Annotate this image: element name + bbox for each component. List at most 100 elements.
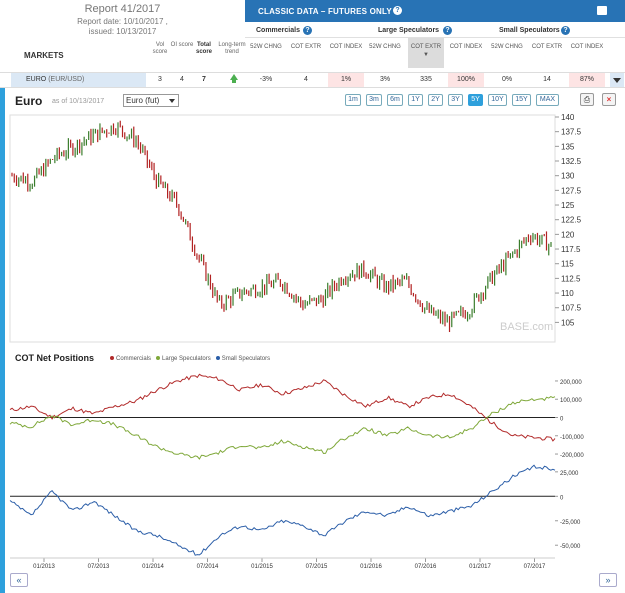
range-button-2y[interactable]: 2Y — [428, 94, 443, 106]
subhead-cot-extr-sorted[interactable]: COT EXTR ▼ — [408, 38, 444, 68]
cot-tick-label: -50,000 — [560, 544, 581, 550]
range-button-6m[interactable]: 6m — [387, 94, 403, 106]
price-tick-label: 127.5 — [561, 186, 582, 195]
subhead-52w-chng[interactable]: 52W CHNG — [491, 44, 523, 50]
small-extr: 14 — [543, 76, 551, 83]
total-score: 7 — [202, 76, 206, 83]
market-symbol: EURO — [26, 76, 47, 83]
help-icon[interactable]: ? — [443, 26, 452, 35]
range-button-5y[interactable]: 5Y — [468, 94, 483, 106]
price-tick-label: 107.5 — [561, 304, 582, 313]
cot-tick-label: 25,000 — [560, 471, 579, 477]
next-button[interactable]: » — [599, 573, 617, 587]
sort-down-icon: ▼ — [423, 52, 429, 58]
help-icon[interactable]: ? — [393, 6, 402, 15]
legend-small-speculators: Small Speculators — [221, 356, 271, 362]
comm-index: 1% — [328, 73, 364, 87]
range-button-15y[interactable]: 15Y — [512, 94, 531, 106]
range-button-10y[interactable]: 10Y — [488, 94, 507, 106]
small-index: 87% — [569, 73, 605, 87]
close-icon[interactable]: × — [602, 93, 616, 106]
trend-header: Long-term trend — [218, 42, 246, 55]
x-tick-label: 07/2013 — [88, 564, 110, 570]
range-button-3m[interactable]: 3m — [366, 94, 382, 106]
legend-swatch-large — [156, 356, 161, 360]
print-icon[interactable] — [597, 6, 607, 15]
legend-swatch-small — [215, 356, 220, 360]
cot-tick-label: 200,000 — [560, 380, 582, 386]
group-commercials: Commercials — [256, 27, 300, 34]
subhead-52w-chng[interactable]: 52W CHNG — [250, 44, 282, 50]
large-extr: 335 — [420, 76, 432, 83]
comm-chng: -3% — [259, 76, 273, 83]
market-cell[interactable] — [11, 73, 146, 87]
cot-tick-label: 0 — [560, 417, 564, 423]
chart-title: Euro — [15, 94, 43, 108]
range-button-1m[interactable]: 1m — [345, 94, 361, 106]
help-icon[interactable]: ? — [303, 26, 312, 35]
price-tick-label: 120 — [561, 230, 575, 239]
help-icon[interactable]: ? — [561, 26, 570, 35]
x-tick-label: 01/2013 — [33, 564, 55, 570]
expand-row-button[interactable] — [610, 73, 624, 87]
selection-bar — [0, 88, 5, 593]
price-tick-label: 137.5 — [561, 128, 582, 137]
price-tick-label: 117.5 — [561, 245, 581, 254]
x-tick-label: 07/2015 — [306, 564, 328, 570]
report-date: Report date: 10/10/2017 , issued: 10/13/… — [0, 17, 245, 37]
as-of-date: as of 10/13/2017 — [52, 98, 105, 105]
vol-score-header: Vol score — [152, 42, 168, 55]
trend-up-icon-stem — [232, 79, 236, 83]
comm-extr: 4 — [304, 76, 308, 83]
classic-data-bar — [245, 0, 625, 22]
x-tick-label: 01/2016 — [360, 564, 382, 570]
cot-tick-label: -100,000 — [560, 435, 584, 441]
total-score-header: Total score — [195, 42, 212, 55]
subhead-cot-extr[interactable]: COT EXTR — [290, 44, 322, 50]
legend-large-speculators: Large Speculators — [162, 356, 211, 362]
cot-tick-label: -25,000 — [560, 520, 581, 526]
range-button-3y[interactable]: 3Y — [448, 94, 463, 106]
cot-chart-top: -200,000 -100,000 0 100,000 200,000 — [9, 373, 584, 460]
market-pair: (EUR/USD) — [48, 76, 85, 83]
print-chart-icon[interactable]: ⎙ — [580, 93, 594, 106]
contract-select[interactable]: Euro (fut) — [123, 94, 179, 107]
cot-tick-label: 100,000 — [560, 398, 582, 404]
cot-tick-label: -200,000 — [560, 453, 584, 459]
classic-data-title: CLASSIC DATA – FUTURES ONLY — [258, 7, 392, 16]
report-title: Report 41/2017 — [84, 3, 161, 15]
legend-commercials: Commercials — [116, 356, 152, 362]
price-tick-label: 110 — [561, 289, 574, 298]
price-tick-label: 115 — [561, 260, 574, 269]
range-button-max[interactable]: MAX — [536, 94, 559, 106]
cot-chart-bottom: -50,000 -25,000 0 25,000 — [9, 464, 581, 556]
subhead-cot-index[interactable]: COT INDEX — [329, 44, 363, 50]
price-tick-label: 135 — [561, 142, 575, 151]
x-axis: 01/2013 07/2013 01/2014 07/2014 01/2015 07/20… — [10, 557, 555, 570]
market-name[interactable]: EURO (EUR/USD) — [26, 76, 84, 83]
series-line-commercials — [9, 373, 556, 442]
price-tick-label: 122.5 — [561, 216, 582, 225]
watermark: BASE.com — [500, 321, 553, 333]
price-tick-label: 125 — [561, 201, 575, 210]
price-tick-label: 132.5 — [561, 157, 582, 166]
prev-button[interactable]: « — [10, 573, 28, 587]
subhead-52w-chng[interactable]: 52W CHNG — [369, 44, 401, 50]
cot-title: COT Net Positions — [15, 353, 95, 363]
range-button-1y[interactable]: 1Y — [408, 94, 423, 106]
legend-swatch-commercials — [110, 356, 114, 360]
chevron-down-icon — [169, 99, 175, 103]
oi-score: 4 — [180, 76, 184, 83]
x-tick-label: 07/2014 — [197, 564, 219, 570]
price-tick-label: 112.5 — [561, 274, 581, 283]
subhead-cot-extr[interactable]: COT EXTR — [531, 44, 563, 50]
markets-label: MARKETS — [24, 51, 64, 60]
subhead-cot-index[interactable]: COT INDEX — [449, 44, 483, 50]
contract-select-value: Euro (fut) — [126, 96, 160, 105]
cot-tick-label: 0 — [560, 495, 564, 501]
group-header-row — [245, 22, 625, 38]
subhead-cot-index[interactable]: COT INDEX — [570, 44, 604, 50]
large-index: 100% — [448, 73, 484, 87]
series-line-small-speculators — [9, 464, 556, 556]
